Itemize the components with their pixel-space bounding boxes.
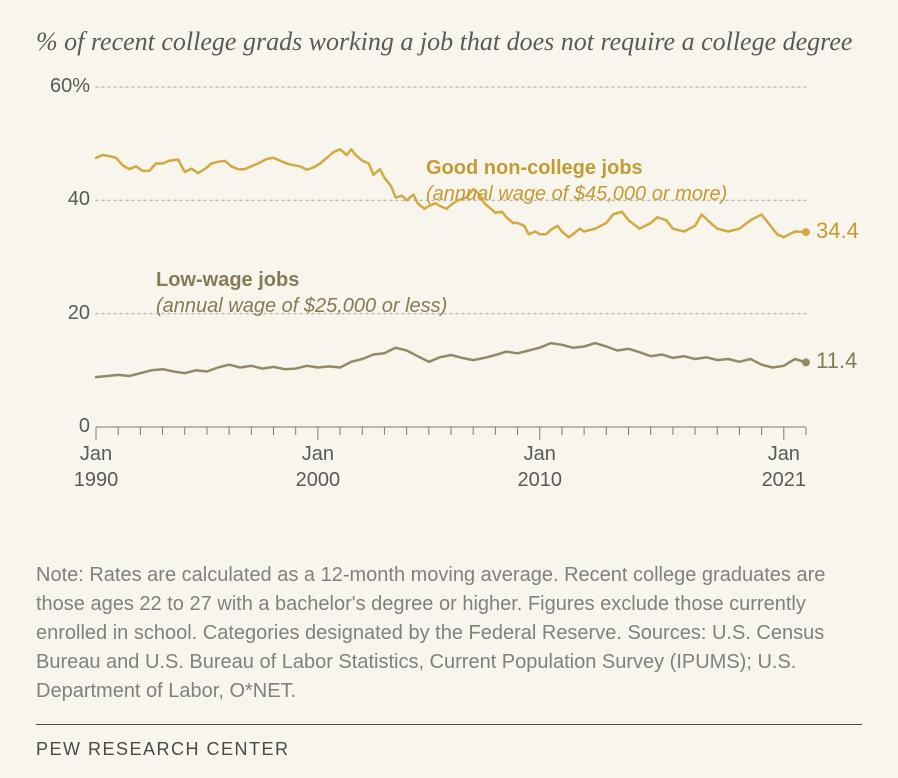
x-axis-label: Jan 2010: [500, 441, 580, 493]
end-value-low: 11.4: [816, 348, 857, 374]
y-axis-label: 20: [36, 302, 90, 325]
end-value-good: 34.4: [816, 218, 859, 244]
chart-note: Note: Rates are calculated as a 12-month…: [36, 561, 862, 706]
chart-title: % of recent college grads working a job …: [36, 24, 862, 59]
x-axis-label: Jan 2021: [744, 441, 824, 493]
series-label-low: Low-wage jobs(annual wage of $25,000 or …: [156, 267, 447, 319]
x-axis-label: Jan 1990: [56, 441, 136, 493]
y-axis-label: 0: [36, 415, 90, 438]
x-axis-label: Jan 2000: [278, 441, 358, 493]
chart-area: 0 20 40 60% Jan 1990 Jan 2000 Jan 2010 Jan 2021…: [36, 77, 862, 497]
source-org: PEW RESEARCH CENTER: [36, 739, 862, 760]
divider: [36, 724, 862, 725]
series-label-good: Good non-college jobs(annual wage of $45…: [426, 155, 727, 207]
y-axis-label: 40: [36, 188, 90, 211]
y-axis-label: 60%: [36, 75, 90, 98]
